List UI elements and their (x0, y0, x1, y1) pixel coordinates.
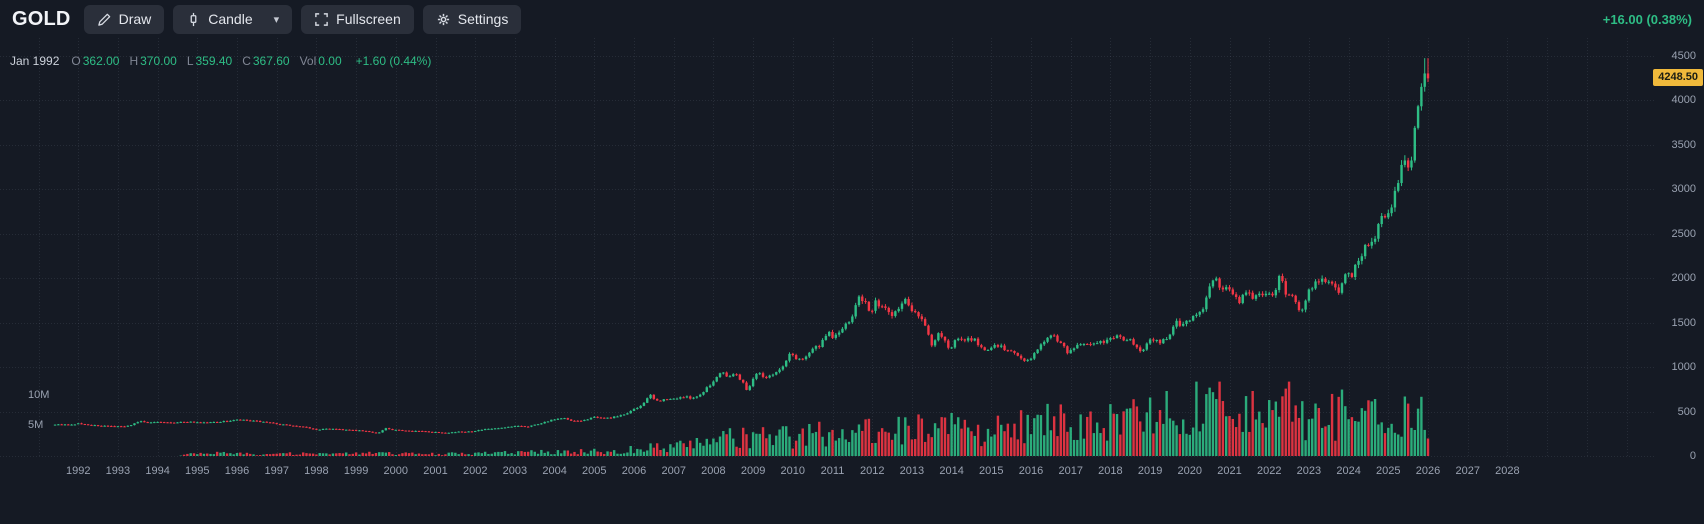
time-tick-label: 1999 (343, 465, 369, 477)
price-tick-label: 500 (1677, 405, 1696, 418)
time-tick-label: 2020 (1177, 465, 1203, 477)
time-tick-label: 2021 (1217, 465, 1242, 477)
time-tick-label: 2007 (661, 465, 686, 477)
price-tick-label: 1500 (1671, 316, 1696, 329)
price-tick-label: 2500 (1671, 227, 1696, 240)
time-tick-label: 2017 (1058, 465, 1083, 477)
price-tick-label: 1000 (1671, 361, 1696, 374)
time-tick-label: 2010 (780, 465, 806, 477)
candle-type-label: Candle (208, 11, 253, 27)
last-price-badge: 4248.50 (1653, 69, 1703, 87)
volume-tick-label: 5M (28, 419, 44, 431)
time-tick-label: 2026 (1415, 465, 1441, 477)
time-tick-label: 1993 (105, 465, 131, 477)
time-tick-label: 2000 (383, 465, 409, 477)
settings-button[interactable]: Settings (422, 4, 522, 34)
time-tick-label: 2011 (820, 465, 845, 477)
time-tick-label: 2016 (1018, 465, 1044, 477)
time-tick-label: 1998 (304, 465, 329, 477)
pencil-icon (97, 12, 112, 27)
draw-button-label: Draw (118, 11, 152, 27)
time-tick-label: 2002 (462, 465, 488, 477)
symbol-title: GOLD (12, 7, 71, 30)
time-tick-label: 2004 (542, 465, 567, 477)
price-change: +16.00 (0.38%) (1602, 11, 1692, 27)
chart-canvas[interactable] (0, 38, 1654, 459)
time-tick-label: 2015 (979, 465, 1004, 477)
price-axis[interactable]: 4500 4000 3500 3000 2500 2000 1500 1000 500 0 (1654, 38, 1704, 485)
time-tick-label: 2014 (939, 465, 964, 477)
time-axis[interactable]: 1992 1993 1994 1995 1996 1997 1998 1999 2000 2001… (0, 459, 1654, 485)
chart-area: Jan 1992 O 362.00 H 370.00 L 359.40 C 367.60… (0, 38, 1704, 524)
time-tick-label: 2019 (1137, 465, 1163, 477)
toolbar: GOLD Draw Candle ▾ Fullscreen Settings +… (0, 0, 1704, 38)
time-tick-label: 2005 (582, 465, 607, 477)
time-tick-label: 2001 (423, 465, 448, 477)
fullscreen-icon (314, 12, 329, 27)
time-tick-label: 2018 (1098, 465, 1123, 477)
time-tick-label: 2023 (1296, 465, 1322, 477)
time-tick-label: 2013 (899, 465, 925, 477)
price-tick-label: 4500 (1671, 50, 1696, 62)
time-tick-label: 2027 (1455, 465, 1480, 477)
time-tick-label: 1995 (185, 465, 210, 477)
time-tick-label: 1994 (145, 465, 170, 477)
candle-icon (186, 12, 201, 27)
time-tick-label: 2003 (502, 465, 528, 477)
price-tick-label: 4000 (1671, 94, 1696, 107)
time-tick-label: 1992 (65, 465, 91, 477)
chevron-down-icon: ▾ (273, 13, 280, 26)
time-tick-label: 2008 (701, 465, 726, 477)
gear-icon (436, 12, 451, 27)
price-tick-label: 0 (1689, 450, 1696, 462)
time-tick-label: 2009 (740, 465, 766, 477)
price-tick-label: 3500 (1671, 138, 1696, 151)
volume-tick-label: 10M (28, 389, 50, 401)
time-tick-label: 2025 (1376, 465, 1401, 477)
time-tick-label: 2022 (1256, 465, 1282, 477)
fullscreen-label: Fullscreen (336, 11, 401, 27)
time-tick-label: 2028 (1495, 465, 1520, 477)
time-tick-label: 2024 (1336, 465, 1361, 477)
price-tick-label: 2000 (1671, 272, 1696, 285)
candle-type-button[interactable]: Candle ▾ (173, 4, 293, 34)
time-tick-label: 1997 (264, 465, 289, 477)
time-tick-label: 2006 (621, 465, 647, 477)
fullscreen-button[interactable]: Fullscreen (301, 4, 414, 34)
time-tick-label: 1996 (224, 465, 250, 477)
price-tick-label: 3000 (1671, 183, 1696, 196)
settings-label: Settings (457, 11, 509, 27)
draw-button[interactable]: Draw (83, 4, 165, 34)
time-tick-label: 2012 (859, 465, 885, 477)
